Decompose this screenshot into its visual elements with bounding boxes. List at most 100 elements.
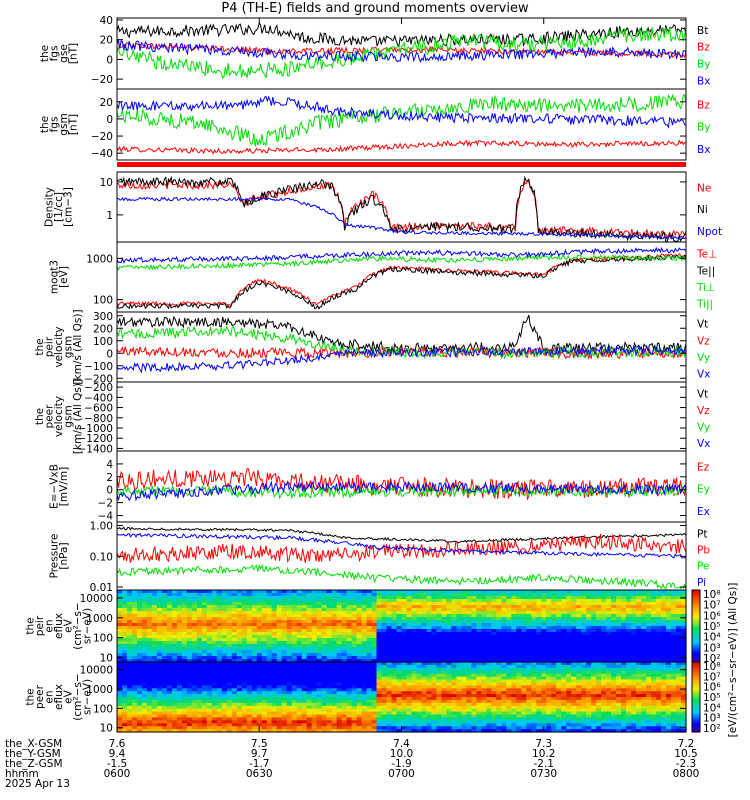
spectrogram-cell	[656, 611, 662, 615]
spectrogram-cell	[511, 629, 517, 633]
spectrogram-cell	[511, 617, 517, 621]
spectrogram-cell	[231, 623, 238, 627]
spectrogram-cell	[476, 638, 482, 642]
spectrogram-cell	[117, 614, 123, 618]
spectrogram-cell	[132, 629, 138, 633]
spectrogram-cell	[521, 647, 527, 651]
spectrogram-cell	[446, 593, 452, 597]
spectrogram-cell	[366, 602, 373, 606]
spectrogram-cell	[146, 679, 153, 683]
spectrogram-cell	[146, 623, 153, 627]
spectrogram-cell	[291, 638, 298, 642]
spectrogram-cell	[156, 626, 163, 630]
spectrogram-cell	[486, 697, 492, 701]
spectrogram-cell	[651, 644, 657, 648]
spectrogram-cell	[681, 650, 687, 654]
spectrogram-cell	[132, 593, 138, 597]
spectrogram-cell	[256, 711, 263, 716]
spectrogram-cell	[546, 659, 552, 663]
spectrogram-cell	[191, 623, 198, 627]
spectrogram-cell	[566, 717, 572, 721]
spectrogram-cell	[501, 664, 507, 669]
spectrogram-cell	[401, 691, 408, 695]
spectrogram-cell	[501, 629, 507, 633]
spectrogram-cell	[316, 697, 323, 701]
spectrogram-cell	[216, 641, 223, 645]
spectrogram-cell	[501, 659, 507, 663]
spectrogram-cell	[421, 602, 428, 606]
spectrogram-cell	[596, 623, 602, 627]
spectrogram-cell	[266, 699, 273, 704]
spectrogram-cell	[671, 656, 677, 660]
spectrogram-cell	[361, 697, 368, 701]
spectrogram-cell	[366, 691, 373, 695]
spectrogram-cell	[366, 641, 373, 645]
spectrogram-cell	[361, 676, 368, 681]
spectrogram-cell	[531, 702, 537, 707]
spectrogram-cell	[636, 638, 642, 642]
spectrogram-cell	[576, 632, 582, 636]
spectrogram-cell	[216, 673, 223, 678]
spectrogram-cell	[351, 614, 358, 618]
spectrogram-cell	[137, 714, 143, 718]
spectrogram-cell	[266, 662, 273, 666]
spectrogram-cell	[301, 650, 308, 654]
spectrogram-cell	[631, 590, 637, 594]
spectrogram-cell	[646, 659, 652, 663]
spectrogram-cell	[301, 662, 308, 666]
spectrogram-cell	[321, 676, 328, 681]
spectrogram-cell	[336, 620, 343, 624]
spectrogram-cell	[256, 644, 263, 648]
spectrogram-cell	[226, 596, 233, 600]
spectrogram-cell	[426, 638, 433, 642]
spectrogram-cell	[181, 599, 188, 603]
spectrogram-cell	[161, 662, 168, 666]
spectrogram-cell	[286, 691, 293, 695]
spectrogram-cell	[421, 632, 428, 636]
spectrogram-cell	[356, 641, 363, 645]
spectrogram-cell	[341, 688, 348, 692]
spectrogram-cell	[137, 676, 143, 681]
spectrogram-cell	[171, 632, 178, 636]
spectrogram-cell	[391, 705, 398, 710]
spectrogram-cell	[301, 656, 308, 660]
spectrogram-cell	[611, 605, 617, 609]
spectrogram-cell	[176, 614, 183, 618]
spectrogram-cell	[661, 656, 667, 660]
spectrogram-cell	[416, 699, 423, 704]
spectrogram-cell	[296, 632, 303, 636]
spectrogram-cell	[466, 688, 472, 692]
spectrogram-cell	[261, 711, 268, 716]
spectrogram-cell	[466, 708, 472, 713]
spectrogram-cell	[241, 729, 248, 733]
spectrogram-cell	[451, 714, 457, 718]
spectrogram-cell	[251, 714, 258, 718]
spectrogram-cell	[261, 685, 268, 689]
spectrogram-cell	[501, 653, 507, 657]
spectrogram-cell	[391, 708, 398, 713]
spectrogram-cell	[146, 635, 153, 639]
spectrogram-cell	[291, 723, 298, 727]
spectrogram-cell	[486, 599, 492, 603]
spectrogram-cell	[371, 596, 378, 600]
spectrogram-cell	[196, 676, 203, 681]
spectrogram-cell	[441, 694, 447, 698]
spectrogram-cell	[521, 617, 527, 621]
spectrogram-cell	[386, 694, 393, 698]
spectrogram-cell	[201, 599, 208, 603]
spectrogram-cell	[211, 638, 218, 642]
spectrogram-cell	[201, 614, 208, 618]
spectrogram-cell	[446, 670, 452, 675]
spectrogram-cell	[316, 685, 323, 689]
spectrogram-cell	[181, 729, 188, 733]
spectrogram-cell	[541, 697, 547, 701]
spectrogram-cell	[536, 673, 542, 678]
spectrogram-cell	[486, 605, 492, 609]
spectrogram-cell	[676, 623, 682, 627]
spectrogram-cell	[456, 605, 462, 609]
spectrogram-cell	[446, 656, 452, 660]
spectrogram-cell	[191, 590, 198, 594]
spectrogram-cell	[556, 729, 562, 733]
spectrogram-cell	[351, 729, 358, 733]
spectrogram-cell	[391, 647, 398, 651]
